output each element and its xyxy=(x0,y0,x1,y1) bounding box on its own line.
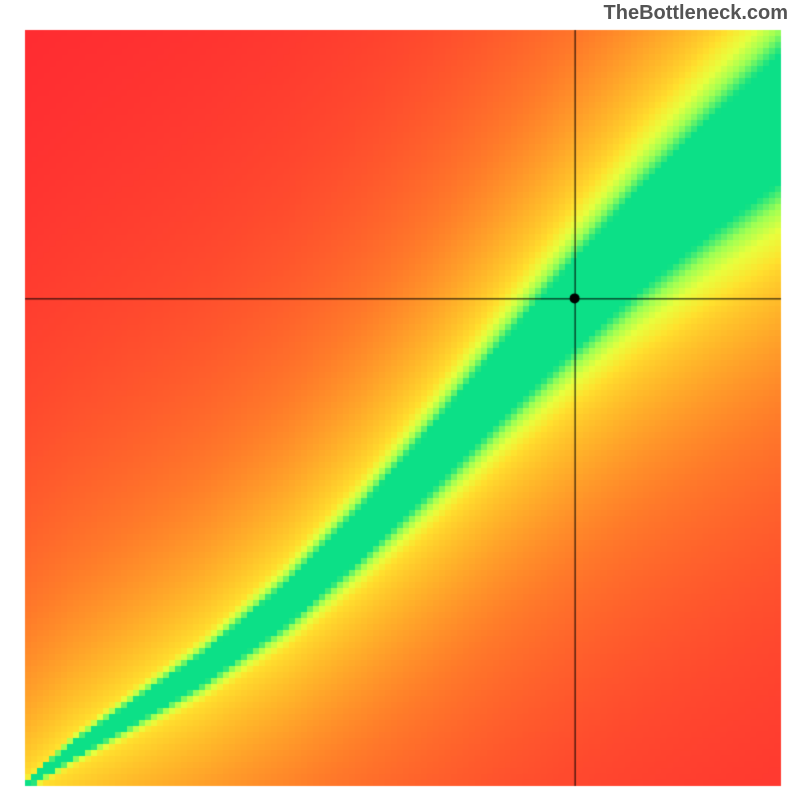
heatmap-canvas xyxy=(0,0,800,800)
watermark-text: TheBottleneck.com xyxy=(604,2,788,25)
chart-container: TheBottleneck.com xyxy=(0,0,800,800)
